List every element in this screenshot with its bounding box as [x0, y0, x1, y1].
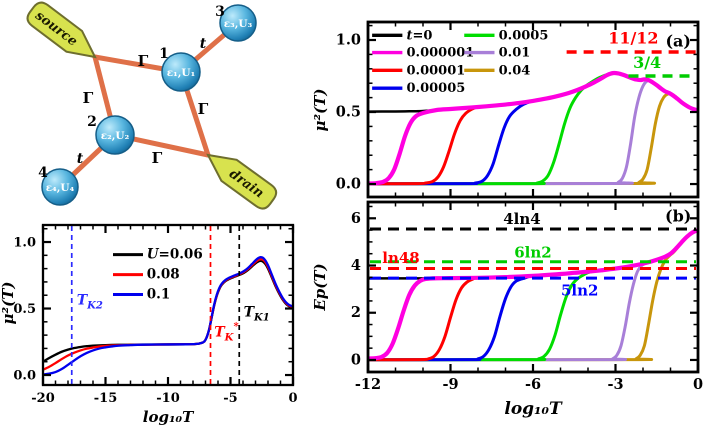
hline-label: 3/4 [633, 53, 661, 72]
dot-1 [161, 52, 201, 92]
device-diagram: source drain ε₁,U₁ ε₂,U₂ ε₃,U₃ ε₄,U₄ 1 2… [26, 1, 278, 210]
hline-label: 6ln2 [514, 244, 551, 262]
y-tick-label: 0.5 [336, 104, 361, 121]
legend-label: U=0.06 [147, 247, 203, 263]
x-axis-label: log₁₀T [143, 408, 195, 426]
y-tick-label: 0.0 [13, 369, 36, 384]
legend: t=0 0.000001 0.00001 0.00005 0.0005 0.01 0.04 [372, 28, 548, 96]
y-tick-label: 0.0 [336, 176, 361, 193]
dot-4-label: ε₄,U₄ [46, 182, 75, 194]
x-tick-label: -3 [607, 376, 623, 393]
gamma-label-dot2-drain: Γ [152, 149, 163, 167]
hline-label: ln48 [382, 249, 419, 267]
series-t=0.000001 [368, 70, 698, 186]
series-U=0.1 [43, 256, 293, 376]
chart-panel_b: 4ln4 6ln2 ln48 5ln2 -12 -9 -6 -3 0 0 2 4 6 log₁₀T Ep(T… [311, 200, 703, 419]
dot-4-number: 4 [38, 165, 48, 181]
legend-label: 0.01 [499, 46, 531, 61]
hline-label: 11/12 [608, 29, 658, 48]
dot-3 [219, 4, 257, 42]
y-tick-label: 1.0 [13, 236, 36, 251]
legend-label: 0.08 [147, 267, 180, 283]
vline-label: TK1 [244, 305, 270, 324]
panel-letter: (a) [665, 31, 691, 50]
dot-1-label: ε₁,U₁ [167, 67, 195, 79]
dot-3-number: 3 [215, 4, 225, 20]
plot-area [368, 70, 698, 186]
x-tick-label: -5 [223, 391, 237, 406]
dot-2 [95, 115, 135, 155]
legend-label: 0.1 [147, 287, 171, 303]
series-t=0.04 [368, 92, 698, 186]
series-t=0.000001 [368, 228, 698, 361]
drain-lead: drain [206, 153, 278, 210]
x-tick-label: 0 [693, 376, 703, 393]
y-axis-label: Ep(T) [311, 263, 329, 311]
x-tick-label: 0 [288, 391, 297, 406]
legend-label: 0.00005 [407, 81, 466, 96]
legend-label: 0.04 [499, 63, 531, 78]
x-axis-label: log₁₀T [504, 399, 563, 419]
gamma-label-dot1-drain: Γ [198, 100, 209, 118]
axis-ticks [41, 225, 295, 385]
chart-panel_a: 11/12 3/4 0.0 0.5 1.0 μ²(T) t=0 0.000001 0.00001… [311, 20, 700, 199]
legend: U=0.06 0.08 0.1 [113, 247, 203, 303]
right-charts: 11/12 3/4 0.0 0.5 1.0 μ²(T) t=0 0.000001 0.00001… [311, 20, 703, 419]
y-tick-label: 0.5 [13, 302, 36, 317]
vline-label: TK2 [77, 293, 103, 312]
y-tick-label: 0 [351, 351, 361, 368]
x-tick-label: -10 [156, 391, 180, 406]
dot-2-label: ε₂,U₂ [101, 130, 130, 142]
x-tick-label: -6 [525, 376, 541, 393]
y-axis-label: μ²(T) [311, 89, 329, 132]
axis-ticks [366, 22, 700, 197]
left-chart: TK2 TK* TK1 -20 -15 -10 -5 0 0.0 0.5 1.0 log₁₀T μ²(T… [0, 223, 298, 426]
bond-labels: Γ Γ Γ Γ t t [77, 36, 209, 167]
source-lead: source [26, 1, 97, 59]
legend-label: 0.00001 [407, 63, 466, 78]
y-tick-label: 2 [351, 304, 361, 321]
chart-left: TK2 TK* TK1 -20 -15 -10 -5 0 0.0 0.5 1.0 log₁₀T μ²(T… [0, 223, 298, 426]
dot-2-number: 2 [87, 114, 97, 130]
hline-label: 4ln4 [503, 210, 540, 228]
drain-lead-shape [206, 153, 278, 210]
y-tick-label: 4 [351, 257, 361, 274]
y-tick-label: 6 [351, 210, 361, 227]
legend-label: 0.0005 [499, 28, 549, 43]
hline-label: 5ln2 [561, 282, 598, 300]
vline-label: TK* [214, 321, 239, 343]
t-label-dot2-dot4: t [77, 151, 84, 167]
t-label-dot1-dot3: t [200, 36, 207, 52]
x-tick-label: -20 [31, 391, 55, 406]
x-tick-label: -12 [355, 376, 381, 393]
dot-numbers: 1 2 3 4 [38, 4, 225, 181]
gamma-label-source-dot1: Γ [138, 52, 149, 70]
x-tick-label: -15 [94, 391, 118, 406]
dot-4 [41, 168, 79, 206]
gamma-label-source-dot2: Γ [83, 89, 94, 107]
plot-area [368, 228, 698, 362]
dot-1-number: 1 [159, 46, 169, 62]
legend-label: 0.000001 [407, 46, 475, 61]
y-axis-label: μ²(T) [0, 282, 17, 325]
axis-ticks [366, 202, 700, 373]
x-tick-label: -9 [442, 376, 458, 393]
plot-area [43, 256, 293, 376]
panel-letter: (b) [665, 207, 691, 226]
y-tick-label: 1.0 [336, 32, 361, 49]
legend-label: t=0 [407, 28, 433, 43]
dot-3-label: ε₃,U₃ [224, 18, 253, 30]
quantum-dots: ε₁,U₁ ε₂,U₂ ε₃,U₃ ε₄,U₄ [41, 4, 257, 206]
source-lead-shape [26, 1, 97, 59]
